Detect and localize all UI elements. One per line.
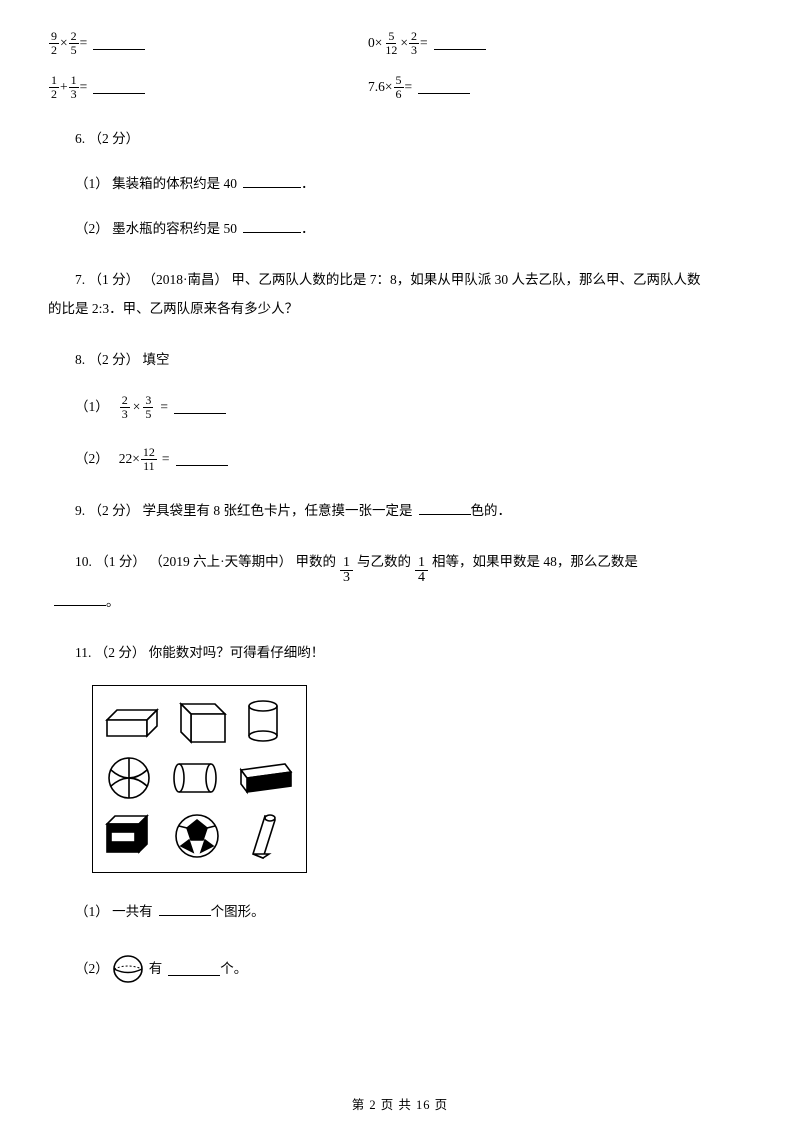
q11-title: 11. （2 分） 你能数对吗？可得看仔细哟！ [48, 642, 752, 665]
sphere-icon [111, 954, 145, 984]
answer-blank[interactable] [176, 452, 228, 466]
q6-title: 6. （2 分） [48, 128, 752, 151]
answer-blank[interactable] [434, 36, 486, 50]
fraction-1over3: 13 [340, 556, 353, 585]
q10-mid: 与乙数的 [357, 551, 411, 574]
fraction-den: 5 [69, 44, 79, 57]
eq-7point6-times-5over6: 7.6× 56 = [368, 74, 470, 100]
q6-sub1: （1） 集装箱的体积约是 40 ． [48, 173, 752, 196]
period: ． [301, 176, 315, 191]
fraction-num: 12 [141, 446, 157, 460]
fraction-num: 5 [386, 30, 396, 44]
q10-pre: 10. （1 分） （2019 六上·天等期中） 甲数的 [75, 551, 336, 574]
operator: × [60, 34, 68, 53]
answer-blank[interactable] [168, 962, 220, 976]
q9: 9. （2 分） 学具袋里有 8 张红色卡片，任意摸一张一定是 色的． [48, 500, 752, 523]
fraction-num: 1 [49, 74, 59, 88]
answer-blank[interactable] [174, 400, 226, 414]
q10: 10. （1 分） （2019 六上·天等期中） 甲数的 13 与乙数的 14 … [48, 551, 752, 585]
fraction-num: 5 [394, 74, 404, 88]
q11-sub2-post: 有 [149, 958, 163, 981]
operator: × [133, 396, 141, 419]
shapes-svg [93, 686, 304, 870]
fraction-den: 3 [409, 44, 419, 57]
fraction-den: 6 [394, 88, 404, 101]
q9-text: 9. （2 分） 学具袋里有 8 张红色卡片，任意摸一张一定是 [75, 503, 413, 518]
q6-sub2-text: （2） 墨水瓶的容积约是 50 [75, 221, 237, 236]
fraction-num: 9 [49, 30, 59, 44]
answer-blank[interactable] [419, 501, 471, 515]
answer-blank[interactable] [418, 80, 470, 94]
fraction-den: 12 [383, 44, 399, 57]
answer-blank[interactable] [159, 902, 211, 916]
coefficient: 0× [368, 34, 382, 53]
coefficient: 7.6× [368, 78, 393, 97]
q8-sub1: （1） 23 × 35 = [48, 394, 752, 420]
equals: = [420, 34, 428, 53]
q9-tail: 色的． [471, 503, 512, 518]
eq-1over2-plus-1over3: 12 + 13 = [48, 74, 368, 100]
eq-9over2-times-2over5: 92 × 25 = [48, 30, 368, 56]
sub-label: （2） [75, 448, 109, 471]
operator: × [400, 34, 408, 53]
period: ． [301, 221, 315, 236]
q11-sub2-tail: 个。 [220, 958, 247, 981]
fraction-num: 1 [69, 74, 79, 88]
coefficient: 22× [119, 448, 140, 471]
fraction-den: 11 [141, 460, 157, 473]
page-footer: 第 2 页 共 16 页 [0, 1097, 800, 1115]
fraction-den: 3 [69, 88, 79, 101]
q8-title: 8. （2 分） 填空 [48, 349, 752, 372]
q11-sub1-pre: （1） 一共有 [75, 904, 153, 919]
q7-line1: 7. （1 分） （2018·南昌） 甲、乙两队人数的比是 7：8，如果从甲队派… [48, 269, 752, 292]
answer-blank[interactable] [243, 219, 301, 233]
fraction-1over4: 14 [415, 556, 428, 585]
fraction-num: 2 [120, 394, 130, 408]
fraction-den: 2 [49, 44, 59, 57]
fraction-num: 2 [69, 30, 79, 44]
q10-cont: 。 [48, 591, 752, 614]
answer-blank[interactable] [93, 80, 145, 94]
equals: = [80, 78, 88, 97]
answer-blank[interactable] [54, 592, 106, 606]
q6-sub1-text: （1） 集装箱的体积约是 40 [75, 176, 237, 191]
q11-sub2-pre: （2） [75, 958, 109, 981]
q10-post: 相等，如果甲数是 48，那么乙数是 [432, 551, 638, 574]
sub-label: （1） [75, 396, 109, 419]
answer-blank[interactable] [243, 174, 301, 188]
equals: = [405, 78, 413, 97]
q7-line2: 的比是 2:3．甲、乙两队原来各有多少人？ [48, 298, 752, 321]
fraction-num: 3 [143, 394, 153, 408]
equals: = [160, 396, 168, 419]
operator: + [60, 78, 68, 97]
eq-0-times-5over12-times-2over3: 0× 512 × 23 = [368, 30, 486, 56]
equals: = [80, 34, 88, 53]
q8-sub2: （2） 22× 1211 = [48, 446, 752, 472]
q11-sub1-tail: 个图形。 [211, 904, 265, 919]
fraction-num: 2 [409, 30, 419, 44]
fraction-den: 3 [120, 408, 130, 421]
fraction-den: 2 [49, 88, 59, 101]
equation-row-2: 12 + 13 = 7.6× 56 = [48, 74, 752, 100]
q10-tail: 。 [106, 594, 120, 609]
equation-row-1: 92 × 25 = 0× 512 × 23 = [48, 30, 752, 56]
q11-sub2: （2） 有 个。 [48, 954, 752, 984]
q11-sub1: （1） 一共有 个图形。 [48, 901, 752, 924]
q6-sub2: （2） 墨水瓶的容积约是 50 ． [48, 218, 752, 241]
shapes-figure [92, 685, 307, 873]
fraction-den: 5 [143, 408, 153, 421]
answer-blank[interactable] [93, 36, 145, 50]
equals: = [162, 448, 170, 471]
